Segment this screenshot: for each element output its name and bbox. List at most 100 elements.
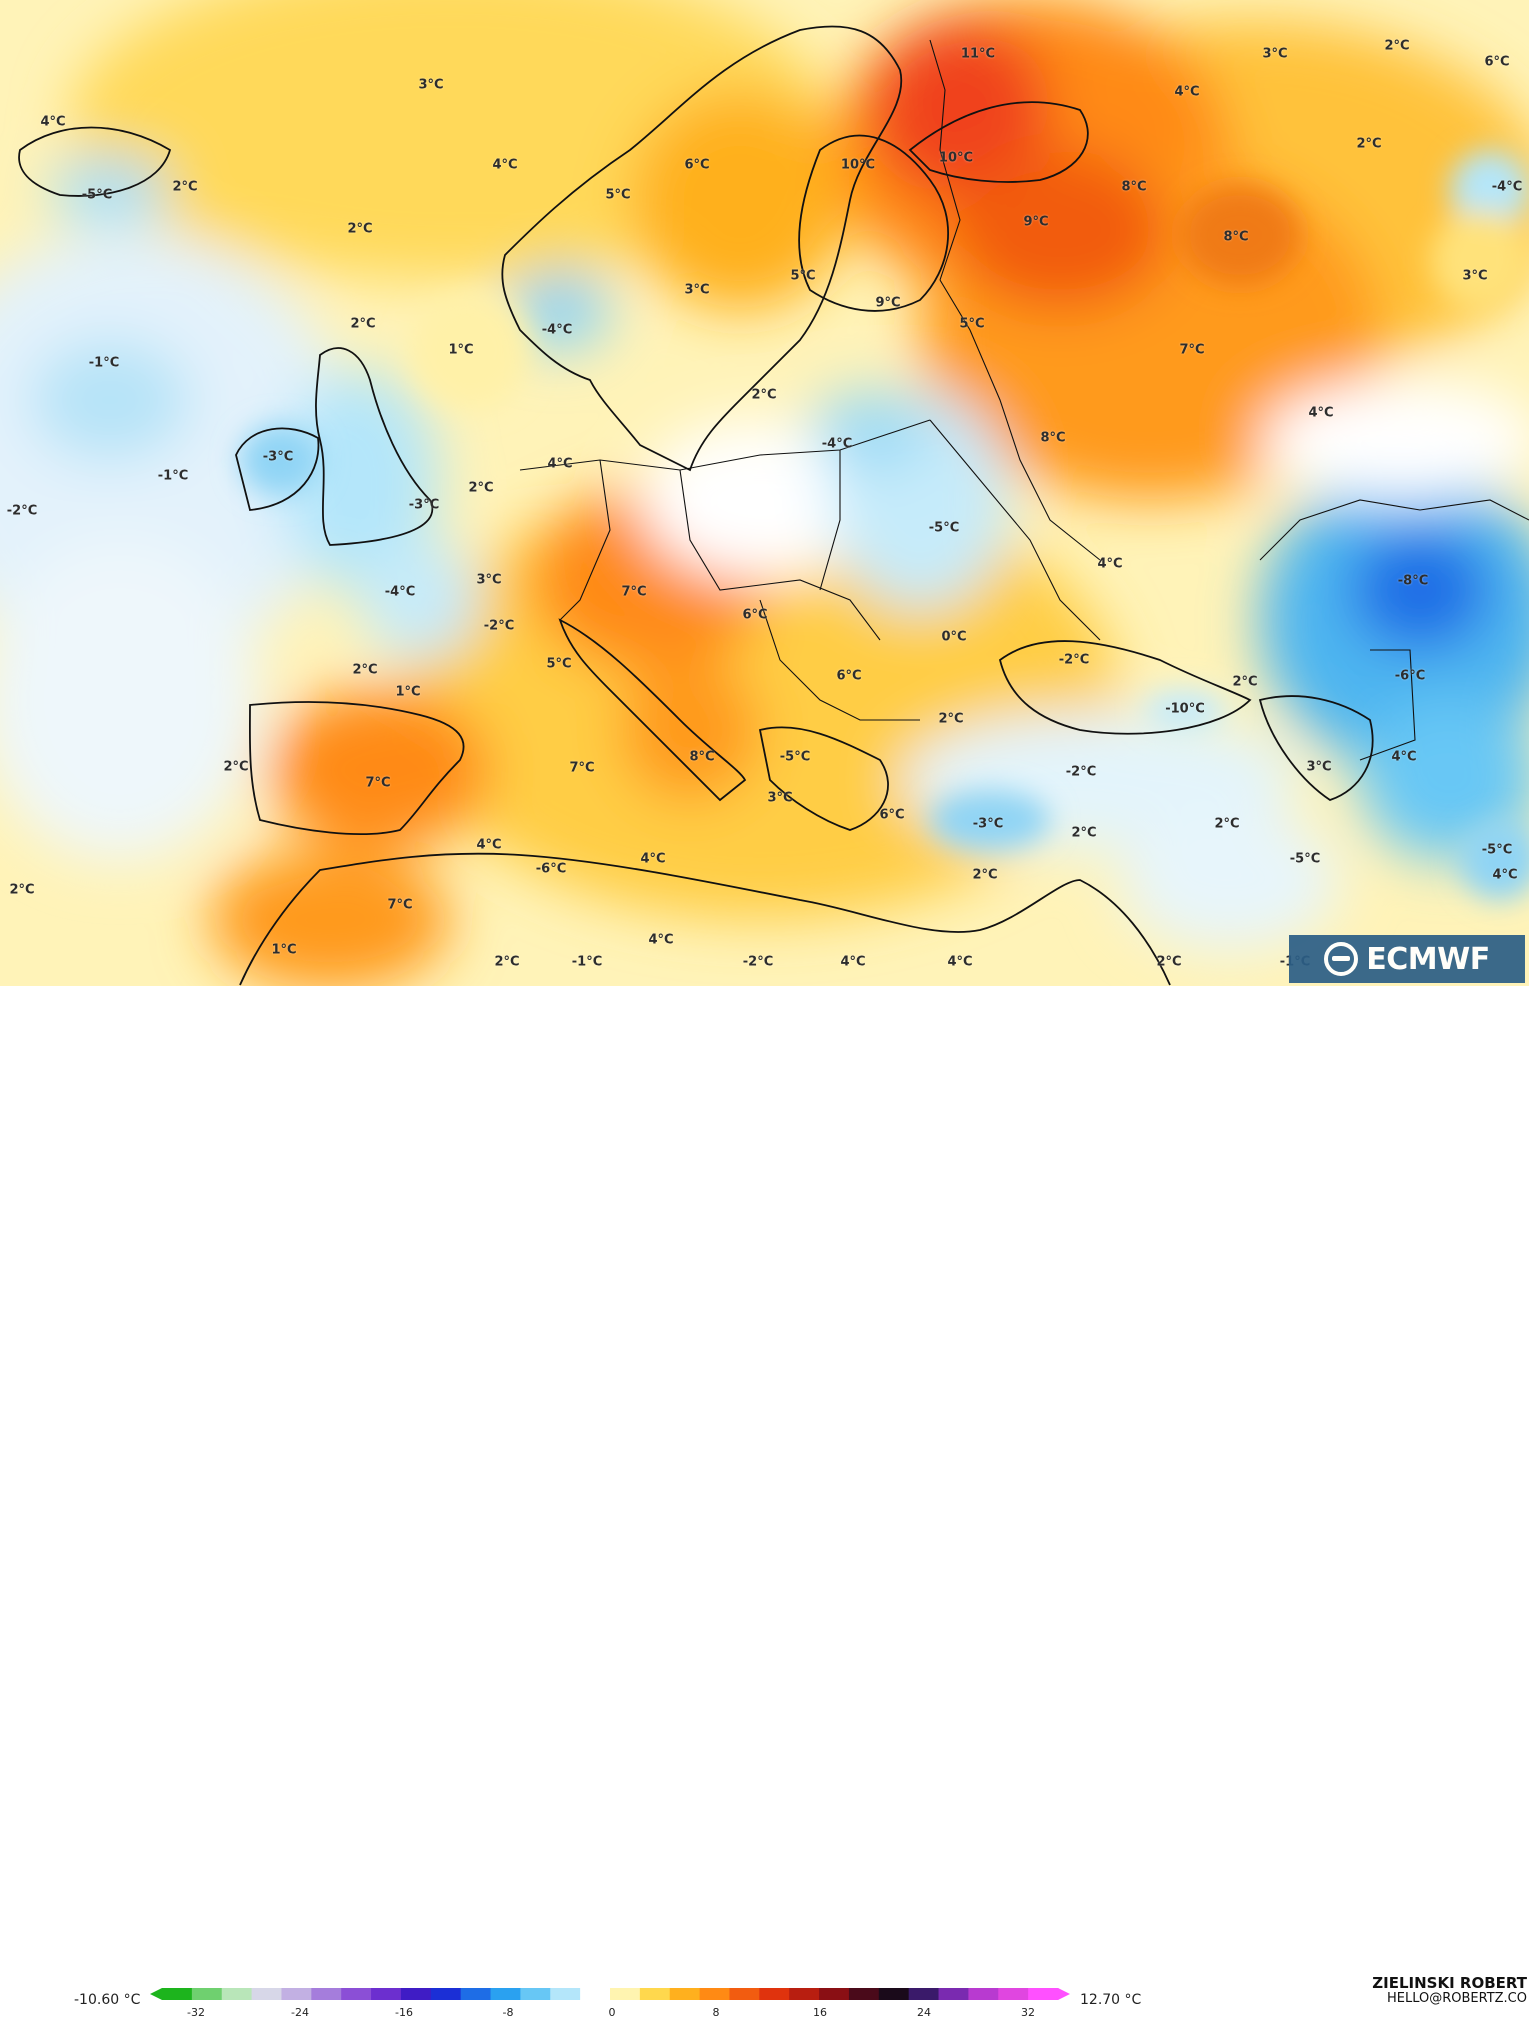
temperature-label: 2°C (9, 882, 35, 898)
colorbar-tick-label: -8 (502, 2006, 514, 2019)
temperature-label: -5°C (81, 187, 113, 203)
coastlines (18, 25, 1374, 986)
temperature-label: 6°C (836, 668, 862, 684)
temperature-label: 4°C (640, 851, 666, 867)
temperature-label: 4°C (648, 932, 674, 948)
colorbar-swatch (968, 1988, 999, 2000)
colorbar-swatch (639, 1988, 671, 2000)
temperature-label: 2°C (350, 316, 376, 332)
temperature-label: 6°C (742, 607, 768, 623)
temperature-label: 5°C (959, 316, 985, 332)
temperature-label: -5°C (1481, 842, 1513, 858)
temperature-label: -1°C (571, 954, 603, 970)
temperature-label: 3°C (1262, 46, 1288, 62)
temperature-label: -2°C (742, 954, 774, 970)
temperature-label: -2°C (6, 503, 38, 519)
temperature-label: -3°C (972, 816, 1004, 832)
temperature-label: 4°C (476, 837, 502, 853)
ecmwf-logo-icon (1324, 942, 1359, 976)
colorbar-tick-label: 24 (917, 2006, 931, 2019)
country-borders (519, 39, 1529, 761)
credit-author: ZIELINSKI ROBERT (1372, 1974, 1527, 1992)
temperature-label: 4°C (492, 157, 518, 173)
temperature-label: 8°C (1121, 179, 1147, 195)
temperature-label: -6°C (1394, 668, 1426, 684)
colorbar-swatch (759, 1988, 790, 2000)
temperature-anomaly-map: 11°C 3°C 2°C 6°C 4°C 3°C 4°C 2°C 6°C 10°C 10°C 4°C 8… (0, 0, 1529, 986)
temperature-label: 8°C (689, 749, 715, 765)
colorbar-swatch (789, 1988, 820, 2000)
temperature-label: 3°C (684, 282, 710, 298)
colorbar-swatch (1028, 1988, 1059, 2000)
colorbar-swatch (938, 1988, 969, 2000)
temperature-label: 11°C (960, 46, 996, 62)
temperature-label: 4°C (1097, 556, 1123, 572)
temperature-label: 4°C (40, 114, 66, 130)
colorbar-swatch (311, 1988, 342, 2000)
colorbar-tick-label: 16 (813, 2006, 827, 2019)
temperature-label: 4°C (1492, 867, 1518, 883)
temperature-label: -6°C (535, 861, 567, 877)
temperature-label: 7°C (387, 897, 413, 913)
temperature-label: 10°C (840, 157, 876, 173)
temperature-label: 3°C (476, 572, 502, 588)
temperature-label: 7°C (1179, 342, 1205, 358)
colorbar-swatch (998, 1988, 1029, 2000)
temperature-label: 3°C (1306, 759, 1332, 775)
temperature-label: -2°C (1065, 764, 1097, 780)
temperature-label: 1°C (395, 684, 421, 700)
temperature-label: 8°C (1040, 430, 1066, 446)
temperature-label: -3°C (262, 449, 294, 465)
temperature-label: 0°C (941, 629, 967, 645)
temperature-label: -1°C (88, 355, 120, 371)
temperature-label: 4°C (1391, 749, 1417, 765)
colorbar-tick-label: -24 (291, 2006, 309, 2019)
temperature-label: 2°C (751, 387, 777, 403)
colorbar-swatch (490, 1988, 521, 2000)
temperature-label: 4°C (1308, 405, 1334, 421)
colorbar-swatch (729, 1988, 760, 2000)
temperature-label: 2°C (1214, 816, 1240, 832)
temperature-field (0, 0, 1529, 986)
map-canvas (0, 0, 1529, 986)
colorbar-swatch (669, 1988, 701, 2000)
temperature-label: 6°C (684, 157, 710, 173)
temperature-label: 2°C (1232, 674, 1258, 690)
temperature-label: 5°C (546, 656, 572, 672)
colorbar-footer: -10.60 °C 12.70 °C -32 -24 -16 -8 0 8 16 24 32 Z… (0, 986, 1529, 2019)
temperature-label: 7°C (621, 584, 647, 600)
colorbar-swatch (610, 1988, 641, 2000)
temperature-label: 2°C (1356, 136, 1382, 152)
temperature-label: -2°C (483, 618, 515, 634)
temperature-label: 5°C (605, 187, 631, 203)
colorbar-swatch (699, 1988, 730, 2000)
colorbar-ticks: -32 -24 -16 -8 0 8 16 24 32 (0, 2006, 1529, 2020)
temperature-label: -3°C (408, 497, 440, 513)
colorbar-right-arrow (1058, 1988, 1070, 2000)
colorbar-swatch (908, 1988, 940, 2000)
temperature-label: -5°C (779, 749, 811, 765)
temperature-label: -4°C (821, 436, 853, 452)
temperature-label: 2°C (468, 480, 494, 496)
colorbar-left-arrow (150, 1988, 162, 2000)
temperature-label: 6°C (1484, 54, 1510, 70)
temperature-label: 2°C (172, 179, 198, 195)
colorbar-tick-label: -32 (187, 2006, 205, 2019)
temperature-label: -5°C (1289, 851, 1321, 867)
temperature-label: 3°C (1462, 268, 1488, 284)
temperature-label: 9°C (1023, 214, 1049, 230)
temperature-label: -1°C (157, 468, 189, 484)
colorbar-swatch (819, 1988, 850, 2000)
temperature-label: -2°C (1058, 652, 1090, 668)
temperature-label: 3°C (418, 77, 444, 93)
ecmwf-logo: ECMWF (1289, 935, 1525, 983)
colorbar-swatch (878, 1988, 910, 2000)
temperature-label: -8°C (1397, 573, 1429, 589)
colorbar-swatch (550, 1988, 581, 2000)
temperature-label: 1°C (448, 342, 474, 358)
colorbar-tick-label: 8 (712, 2006, 720, 2019)
credit-email: HELLO@ROBERTZ.CO (1386, 1991, 1527, 2006)
colorbar-swatch (848, 1988, 880, 2000)
temperature-label: -5°C (928, 520, 960, 536)
temperature-label: 7°C (569, 760, 595, 776)
